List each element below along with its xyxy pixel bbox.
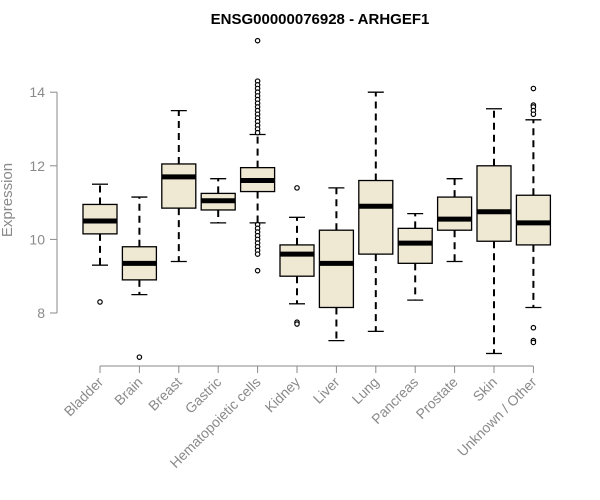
x-tick-label: Skin — [470, 374, 501, 405]
x-tick-label: Kidney — [262, 374, 304, 416]
outlier-point — [97, 299, 103, 305]
outlier-point — [254, 267, 261, 274]
x-tick-label: Lung — [349, 374, 382, 407]
box-group-liver — [318, 187, 355, 342]
x-tick-label: Prostate — [413, 374, 461, 422]
box-group-lung — [358, 91, 394, 333]
y-tick-label: 10 — [29, 231, 45, 247]
outlier-point — [254, 251, 261, 257]
x-tick-label: Breast — [145, 374, 185, 414]
boxes-layer — [82, 37, 552, 360]
outlier-point — [254, 129, 261, 136]
outlier-point — [294, 321, 300, 327]
x-tick-label: Bladder — [61, 374, 107, 420]
box — [397, 227, 433, 264]
y-axis: 8 10 12 14 — [29, 84, 58, 321]
box — [476, 165, 512, 242]
y-tick-label: 12 — [29, 158, 45, 174]
y-tick-label: 8 — [37, 305, 45, 321]
box — [318, 229, 355, 309]
outlier-point — [254, 37, 261, 44]
outlier-point — [530, 339, 537, 346]
box — [436, 196, 473, 231]
box-group-prostate — [436, 178, 473, 263]
y-tick-label: 14 — [29, 84, 45, 100]
box — [515, 194, 552, 246]
box-group-kidney — [279, 185, 315, 327]
x-tick-label: Liver — [310, 374, 343, 407]
box-group-unknown-other — [515, 85, 552, 346]
box-group-brain — [121, 196, 158, 360]
box-group-gastric — [200, 178, 236, 224]
outlier-point — [530, 85, 537, 92]
outlier-point — [294, 185, 300, 191]
box-group-pancreas — [397, 212, 433, 301]
chart-title: ENSG00000076928 - ARHGEF1 — [211, 11, 430, 28]
box — [358, 179, 394, 255]
outlier-point — [136, 354, 143, 360]
box-group-hematopoietic-cells — [239, 37, 276, 274]
outlier-point — [530, 324, 537, 331]
box-group-bladder — [82, 183, 118, 305]
box-group-breast — [161, 109, 197, 263]
y-axis-label: Expression — [0, 163, 16, 237]
box — [279, 244, 315, 277]
outlier-point — [530, 111, 537, 118]
x-tick-label: Brain — [111, 374, 145, 408]
box-group-skin — [476, 108, 512, 355]
box — [161, 163, 197, 209]
